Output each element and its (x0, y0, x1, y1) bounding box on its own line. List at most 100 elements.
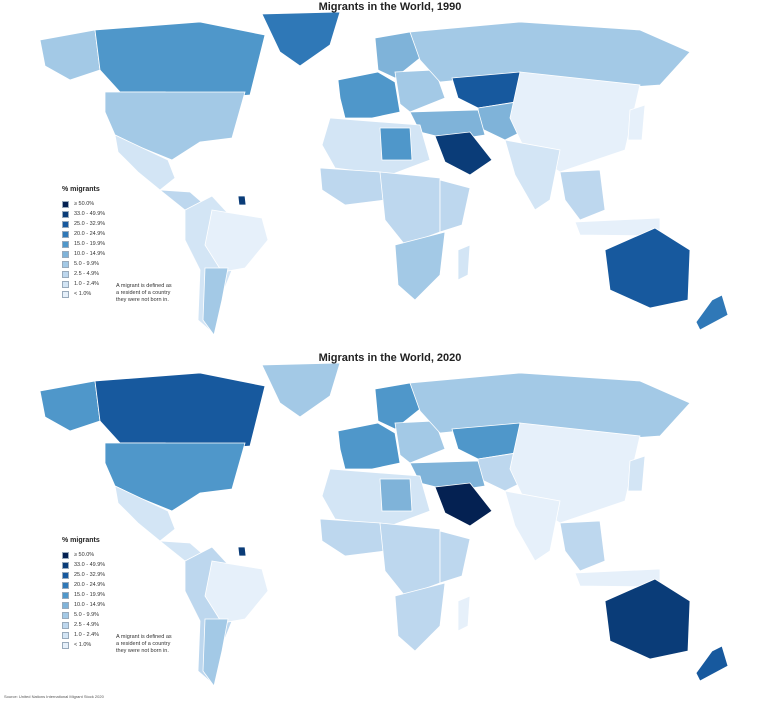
legend-swatch (62, 611, 69, 619)
legend-label: 33.0 - 49.9% (74, 211, 106, 217)
legend-label: 2.5 - 4.9% (74, 622, 100, 628)
legend-2020: % migrants ≥ 50.0% 33.0 - 49.9% 25.0 - 32.… (62, 537, 182, 654)
region-alaska (39, 29, 101, 81)
legend-label: 15.0 - 19.9% (74, 241, 106, 247)
region-india (504, 490, 561, 562)
region-west-africa (319, 167, 386, 206)
region-southern-africa (394, 231, 446, 301)
region-saudi (434, 131, 493, 176)
legend-rows: ≥ 50.0% 33.0 - 49.9% 25.0 - 32.9% 20.0 - 24… (62, 199, 182, 299)
region-canada (94, 372, 266, 452)
region-western-europe (337, 422, 401, 470)
legend-item: 33.0 - 49.9% (62, 209, 182, 219)
map-panel-1990: Migrants in the World, 1990 % migrants ≥… (0, 0, 780, 350)
legend-swatch (62, 561, 69, 569)
legend-item: 25.0 - 32.9% (62, 219, 182, 229)
legend-label: 5.0 - 9.9% (74, 261, 100, 267)
legend-swatch (62, 571, 69, 579)
legend-1990: % migrants ≥ 50.0% 33.0 - 49.9% 25.0 - 32.… (62, 186, 182, 303)
legend-note: A migrant is defined as a resident of a … (116, 283, 172, 303)
region-new-zealand (695, 645, 729, 682)
legend-label: 10.0 - 14.9% (74, 602, 106, 608)
region-libya (379, 478, 413, 512)
legend-item: 25.0 - 32.9% (62, 570, 182, 580)
region-india (504, 139, 561, 211)
legend-swatch (62, 220, 69, 228)
legend-swatch (62, 290, 69, 298)
legend-swatch (62, 631, 69, 639)
region-argentina (202, 267, 229, 336)
region-southeast-asia (559, 520, 606, 572)
region-east-africa (439, 530, 471, 584)
legend-item: 15.0 - 19.9% (62, 590, 182, 600)
legend-label: 25.0 - 32.9% (74, 221, 106, 227)
region-madagascar (457, 595, 471, 632)
legend-swatch (62, 230, 69, 238)
legend-label: 33.0 - 49.9% (74, 562, 106, 568)
region-western-europe (337, 71, 401, 119)
legend-item: 1.0 - 2.4% (62, 279, 182, 289)
region-southern-africa (394, 582, 446, 652)
legend-swatch (62, 621, 69, 629)
region-french-guiana (237, 546, 247, 557)
region-north-africa (321, 468, 431, 527)
region-japan (627, 455, 646, 492)
legend-item: 10.0 - 14.9% (62, 249, 182, 259)
region-southeast-asia (559, 169, 606, 221)
region-alaska (39, 380, 101, 432)
map-title-1990: Migrants in the World, 1990 (318, 1, 462, 13)
legend-swatch (62, 581, 69, 589)
legend-label: 2.5 - 4.9% (74, 271, 100, 277)
region-west-africa (319, 518, 386, 557)
legend-item: < 1.0% (62, 640, 182, 650)
region-australia (604, 227, 691, 309)
region-usa (104, 91, 246, 161)
legend-swatch (62, 270, 69, 278)
region-central-africa (379, 522, 441, 597)
legend-item: 10.0 - 14.9% (62, 600, 182, 610)
legend-item: 2.5 - 4.9% (62, 269, 182, 279)
legend-note: A migrant is defined as a resident of a … (116, 634, 172, 654)
region-australia (604, 578, 691, 660)
region-usa (104, 442, 246, 512)
region-madagascar (457, 244, 471, 281)
region-japan (627, 104, 646, 141)
legend-item: 2.5 - 4.9% (62, 620, 182, 630)
legend-label: 25.0 - 32.9% (74, 572, 106, 578)
legend-label: < 1.0% (74, 291, 92, 297)
region-new-zealand (695, 294, 729, 331)
legend-swatch (62, 601, 69, 609)
legend-label: 20.0 - 24.9% (74, 231, 106, 237)
region-central-africa (379, 171, 441, 246)
legend-label: 20.0 - 24.9% (74, 582, 106, 588)
legend-item: 20.0 - 24.9% (62, 229, 182, 239)
legend-label: 1.0 - 2.4% (74, 281, 100, 287)
legend-rows: ≥ 50.0% 33.0 - 49.9% 25.0 - 32.9% 20.0 - 24… (62, 550, 182, 650)
region-french-guiana (237, 195, 247, 206)
legend-swatch (62, 551, 69, 559)
legend-item: 20.0 - 24.9% (62, 580, 182, 590)
legend-label: 5.0 - 9.9% (74, 612, 100, 618)
legend-item: 15.0 - 19.9% (62, 239, 182, 249)
legend-swatch (62, 250, 69, 258)
legend-label: ≥ 50.0% (74, 201, 95, 207)
region-greenland (261, 11, 341, 67)
legend-item: ≥ 50.0% (62, 550, 182, 560)
legend-label: 1.0 - 2.4% (74, 632, 100, 638)
legend-item: 33.0 - 49.9% (62, 560, 182, 570)
region-libya (379, 127, 413, 161)
region-scandinavia (374, 382, 421, 430)
region-saudi (434, 482, 493, 527)
legend-swatch (62, 260, 69, 268)
legend-label: < 1.0% (74, 642, 92, 648)
world-map-1990 (39, 11, 729, 336)
region-eastern-europe (394, 69, 446, 113)
map-panel-2020: Migrants in the World, 2020 % migrants ≥… (0, 351, 780, 701)
legend-label: ≥ 50.0% (74, 552, 95, 558)
map-title-2020: Migrants in the World, 2020 (318, 352, 462, 364)
region-brazil (204, 209, 269, 273)
legend-swatch (62, 200, 69, 208)
legend-label: 15.0 - 19.9% (74, 592, 106, 598)
legend-item: < 1.0% (62, 289, 182, 299)
legend-swatch (62, 210, 69, 218)
